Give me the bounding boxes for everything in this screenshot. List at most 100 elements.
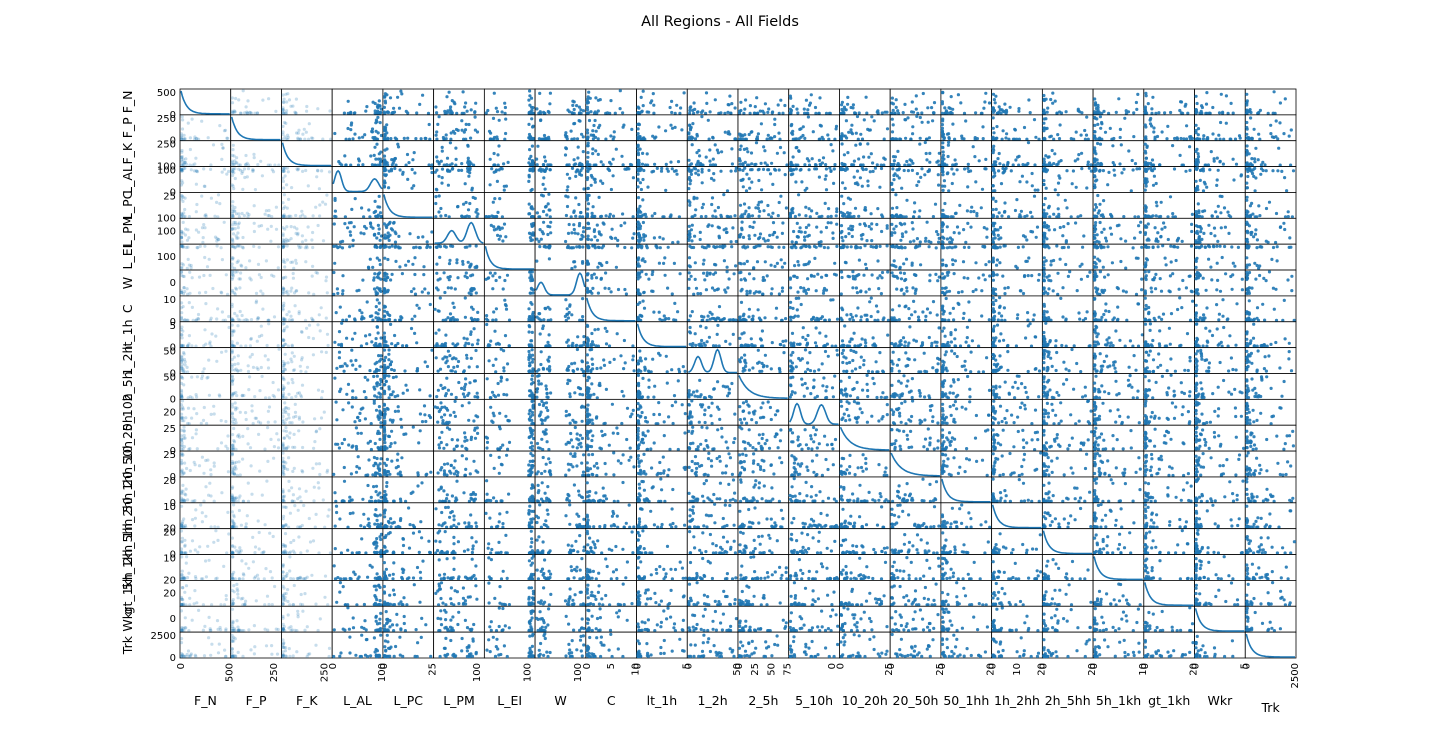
scatter-point: [186, 121, 190, 125]
scatter-point: [631, 215, 635, 219]
scatter-point: [435, 262, 439, 266]
scatter-point: [980, 187, 985, 191]
scatter-point: [463, 128, 468, 132]
scatter-point: [586, 245, 591, 249]
scatter-point: [460, 162, 464, 166]
scatter-point: [829, 169, 833, 173]
scatter-point: [243, 163, 248, 167]
scatter-point: [234, 212, 239, 216]
scatter-point: [464, 122, 468, 126]
scatter-point: [690, 239, 694, 243]
scatter-point: [974, 261, 978, 265]
scatter-point: [498, 234, 502, 238]
scatter-point: [349, 111, 353, 115]
scatter-point: [688, 163, 692, 167]
matrix-cell-W-vs-20_50h: [889, 269, 942, 297]
scatter-point: [788, 111, 792, 115]
scatter-point: [412, 184, 416, 188]
scatter-point: [991, 92, 996, 96]
scatter-point: [209, 163, 213, 167]
scatter-point: [803, 235, 807, 239]
scatter-point: [609, 99, 613, 103]
scatter-point: [372, 278, 376, 282]
scatter-point: [1277, 146, 1281, 150]
scatter-point: [1239, 173, 1243, 177]
scatter-point: [937, 163, 941, 167]
scatter-point: [924, 236, 928, 240]
scatter-point: [456, 204, 460, 209]
scatter-point: [586, 95, 590, 99]
scatter-point: [537, 137, 542, 141]
scatter-point: [661, 237, 665, 241]
scatter-point: [285, 258, 289, 262]
scatter-point: [991, 151, 995, 155]
scatter-point: [941, 150, 945, 154]
scatter-point: [1154, 111, 1158, 115]
matrix-cell-L_PC-vs-C: [585, 192, 637, 219]
matrix-cell-W-vs-1_2h: [686, 269, 739, 297]
scatter-point: [1198, 240, 1202, 244]
scatter-point: [1245, 265, 1249, 269]
scatter-point: [778, 137, 782, 141]
scatter-point: [944, 286, 948, 290]
scatter-point: [841, 245, 845, 249]
scatter-point: [270, 168, 274, 172]
scatter-point: [1074, 221, 1078, 225]
scatter-point: [1029, 210, 1033, 214]
scatter-point: [750, 180, 754, 184]
scatter-point: [425, 240, 429, 244]
scatter-point: [1083, 128, 1087, 133]
scatter-point: [1266, 111, 1270, 115]
cell-frame: [1041, 88, 1094, 116]
scatter-point: [657, 125, 661, 129]
scatter-point: [1030, 171, 1034, 176]
scatter-point: [942, 137, 946, 141]
matrix-cell-L_PM-vs-W: [534, 217, 587, 245]
scatter-point: [940, 184, 945, 188]
scatter-point: [362, 232, 366, 236]
matrix-cell-W-vs-10_20h: [839, 269, 891, 297]
cell-frame: [534, 114, 587, 142]
scatter-point: [903, 222, 907, 226]
scatter-point: [807, 223, 811, 227]
scatter-point: [882, 163, 886, 167]
scatter-point: [464, 200, 468, 205]
scatter-point: [1200, 104, 1204, 108]
scatter-point: [476, 212, 480, 216]
scatter-point: [870, 222, 874, 226]
scatter-point: [928, 151, 932, 155]
scatter-point: [1053, 188, 1057, 192]
scatter-point: [535, 211, 540, 215]
scatter-point: [1158, 277, 1162, 281]
scatter-point: [689, 179, 693, 183]
scatter-point: [240, 211, 244, 216]
scatter-point: [1289, 163, 1293, 167]
scatter-point: [641, 198, 645, 202]
scatter-point: [434, 105, 438, 109]
scatter-point: [392, 220, 396, 225]
scatter-point: [231, 167, 235, 171]
scatter-point: [1093, 123, 1097, 127]
scatter-point: [703, 278, 707, 282]
scatter-point: [605, 260, 609, 265]
scatter-point: [437, 210, 441, 214]
scatter-point: [398, 265, 402, 269]
scatter-point: [926, 120, 930, 124]
cell-frame: [839, 88, 891, 116]
scatter-point: [1286, 210, 1290, 214]
scatter-point: [991, 260, 995, 264]
scatter-point: [1093, 110, 1097, 114]
scatter-point: [1117, 97, 1121, 101]
scatter-point: [406, 111, 410, 115]
scatter-point: [1136, 92, 1140, 96]
scatter-point: [1042, 137, 1046, 141]
scatter-point: [679, 106, 683, 110]
scatter-point: [530, 224, 534, 228]
scatter-point: [876, 207, 880, 211]
cell-frame: [281, 114, 333, 142]
scatter-point: [300, 209, 304, 213]
scatter-point: [187, 215, 191, 219]
scatter-point: [1124, 111, 1128, 115]
scatter-point: [231, 204, 235, 208]
scatter-point: [373, 163, 377, 167]
